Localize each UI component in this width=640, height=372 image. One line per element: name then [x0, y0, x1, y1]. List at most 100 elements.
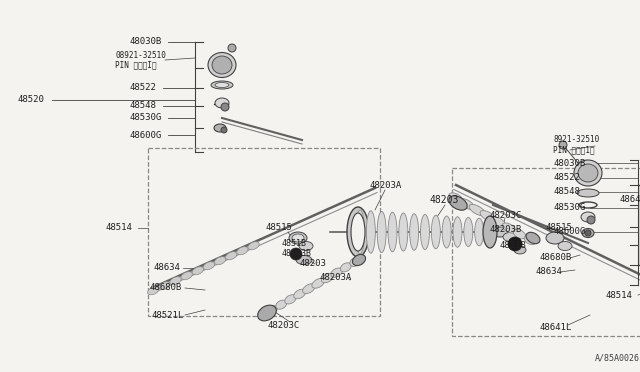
Ellipse shape	[299, 241, 313, 250]
Text: 4851B: 4851B	[282, 238, 307, 247]
Circle shape	[221, 103, 229, 111]
Ellipse shape	[366, 211, 375, 253]
Circle shape	[559, 141, 567, 149]
Circle shape	[585, 230, 591, 236]
Ellipse shape	[248, 242, 259, 250]
Text: 48203A: 48203A	[370, 180, 403, 189]
Ellipse shape	[321, 273, 333, 283]
Ellipse shape	[526, 232, 540, 244]
Ellipse shape	[582, 228, 594, 237]
Ellipse shape	[350, 257, 360, 266]
Text: 48515: 48515	[265, 224, 292, 232]
Ellipse shape	[449, 193, 463, 203]
Ellipse shape	[464, 218, 473, 247]
Text: 48518: 48518	[500, 241, 527, 250]
Text: 48203C: 48203C	[268, 321, 300, 330]
Circle shape	[290, 248, 302, 260]
Text: 48203: 48203	[430, 195, 460, 205]
Ellipse shape	[577, 189, 599, 197]
Ellipse shape	[331, 268, 342, 277]
Text: 48680B: 48680B	[150, 283, 182, 292]
Text: 48203A: 48203A	[320, 273, 352, 282]
Ellipse shape	[524, 235, 536, 245]
Text: 48520: 48520	[18, 96, 45, 105]
Text: PIN ピン（I）: PIN ピン（I）	[115, 61, 157, 70]
Circle shape	[587, 216, 595, 224]
Text: 48641L: 48641L	[540, 324, 572, 333]
Ellipse shape	[578, 164, 598, 182]
Ellipse shape	[258, 305, 276, 321]
Ellipse shape	[170, 277, 181, 285]
Ellipse shape	[480, 211, 495, 221]
Ellipse shape	[420, 215, 429, 250]
Ellipse shape	[215, 83, 229, 87]
Text: A/85A0026: A/85A0026	[595, 353, 640, 362]
Text: 48600G: 48600G	[130, 131, 163, 140]
Ellipse shape	[355, 210, 365, 254]
Text: 48514: 48514	[605, 291, 632, 299]
Ellipse shape	[491, 217, 506, 227]
Ellipse shape	[214, 257, 226, 265]
Ellipse shape	[513, 229, 525, 239]
Ellipse shape	[312, 279, 324, 288]
Text: 48634: 48634	[535, 267, 562, 276]
Ellipse shape	[340, 263, 351, 272]
Ellipse shape	[514, 246, 526, 254]
Ellipse shape	[410, 214, 419, 250]
Text: 48634: 48634	[154, 263, 181, 273]
Ellipse shape	[215, 98, 229, 108]
Text: 48515: 48515	[545, 224, 572, 232]
Ellipse shape	[449, 196, 467, 210]
Text: PIN ピン（1）: PIN ピン（1）	[553, 145, 595, 154]
Ellipse shape	[353, 254, 365, 266]
Ellipse shape	[574, 160, 602, 186]
Ellipse shape	[475, 218, 484, 246]
Text: 8921-32510: 8921-32510	[553, 135, 599, 144]
Text: 48640: 48640	[620, 196, 640, 205]
Ellipse shape	[581, 212, 595, 222]
Ellipse shape	[181, 272, 193, 280]
Ellipse shape	[294, 289, 306, 299]
Ellipse shape	[296, 256, 312, 264]
Circle shape	[228, 44, 236, 52]
Text: 48522: 48522	[130, 83, 157, 93]
Ellipse shape	[237, 247, 248, 255]
Text: 48600G: 48600G	[553, 228, 585, 237]
Text: 48203B: 48203B	[490, 225, 522, 234]
Ellipse shape	[211, 81, 233, 89]
Ellipse shape	[399, 213, 408, 251]
Ellipse shape	[289, 232, 307, 244]
Circle shape	[508, 237, 522, 251]
Text: 48680B: 48680B	[540, 253, 572, 263]
Ellipse shape	[214, 124, 226, 132]
Ellipse shape	[486, 219, 495, 245]
Circle shape	[221, 127, 227, 133]
Ellipse shape	[503, 232, 517, 241]
Ellipse shape	[492, 227, 508, 237]
Ellipse shape	[388, 212, 397, 252]
Ellipse shape	[292, 234, 304, 242]
Ellipse shape	[204, 262, 214, 270]
Text: 48203B: 48203B	[282, 248, 312, 257]
Text: 48548: 48548	[553, 187, 580, 196]
Ellipse shape	[431, 215, 440, 249]
Ellipse shape	[148, 287, 159, 295]
Ellipse shape	[212, 56, 232, 74]
Ellipse shape	[469, 204, 485, 216]
Ellipse shape	[208, 52, 236, 77]
Ellipse shape	[453, 217, 462, 247]
Ellipse shape	[192, 267, 204, 275]
Ellipse shape	[442, 216, 451, 248]
Ellipse shape	[351, 213, 365, 251]
Ellipse shape	[377, 212, 386, 253]
Text: 48521L: 48521L	[152, 311, 184, 320]
Text: 48030B: 48030B	[553, 158, 585, 167]
Text: 48203: 48203	[300, 260, 327, 269]
Text: 48530G: 48530G	[130, 113, 163, 122]
Text: 48514: 48514	[106, 224, 133, 232]
Text: 48030B: 48030B	[130, 38, 163, 46]
Ellipse shape	[579, 202, 597, 208]
Bar	[452, 168, 640, 336]
Ellipse shape	[285, 295, 296, 304]
Ellipse shape	[267, 305, 277, 314]
